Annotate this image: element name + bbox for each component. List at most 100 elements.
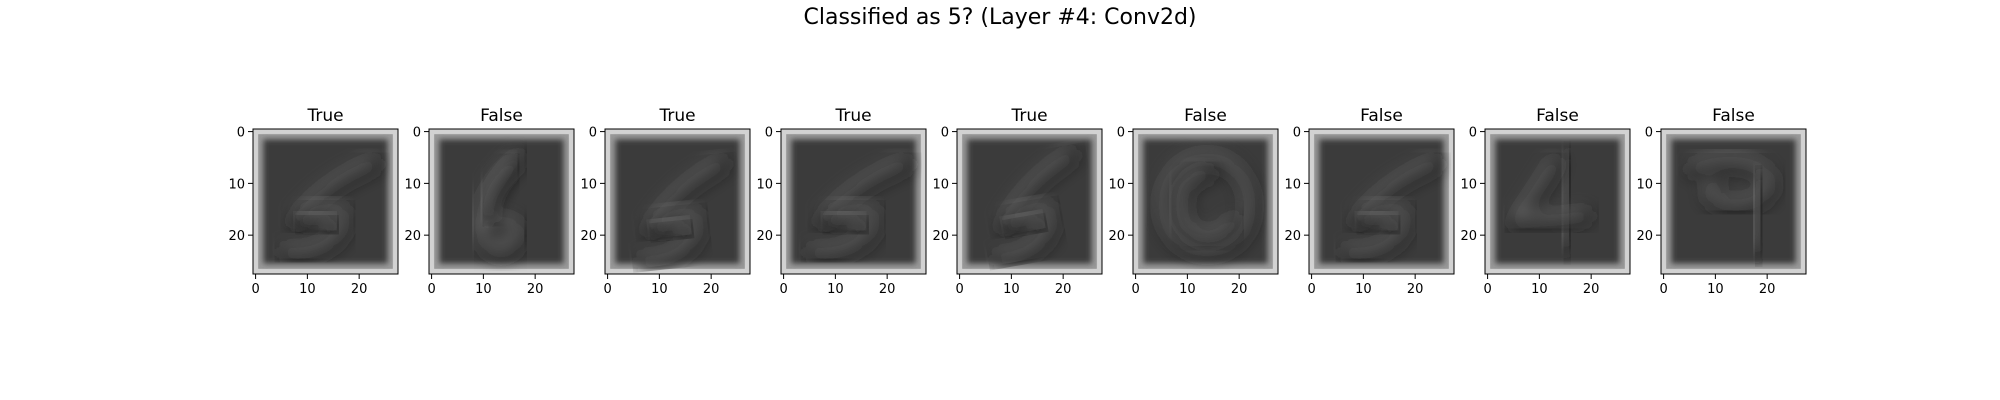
y-tick-label: 10 [228, 177, 245, 192]
feature-map-image [1661, 129, 1806, 274]
y-tick-label: 0 [413, 126, 421, 141]
stroke-highlight [650, 216, 689, 235]
feature-map-image [253, 129, 398, 274]
axes-frame [1484, 128, 1631, 275]
feature-map-image [957, 129, 1102, 274]
y-tick-label: 0 [1117, 126, 1125, 141]
panel-5: True 0 10 20 0 10 20 [932, 106, 1103, 297]
x-tick-label: 10 [1355, 282, 1372, 297]
x-tick-label: 20 [1583, 282, 1600, 297]
y-tick-label: 10 [404, 177, 421, 192]
axes-frame [780, 128, 927, 275]
y-tick-label: 10 [580, 177, 597, 192]
stroke-highlight [1352, 156, 1437, 221]
panels-group: True 0 10 20 0 10 20 False 0 10 20 0 10 20 True 0 10 20 0 1… [228, 106, 1807, 297]
stroke-highlight [1003, 211, 1043, 230]
stroke-highlight [807, 201, 875, 253]
feature-map-image [1133, 129, 1278, 274]
x-tick-label: 0 [955, 282, 963, 297]
stroke-highlight [1342, 201, 1407, 253]
stroke-shadow [636, 206, 705, 269]
x-tick-label: 20 [527, 282, 544, 297]
feature-map-body [1495, 139, 1620, 264]
stroke-highlight [1751, 172, 1763, 252]
axes-frame [956, 128, 1103, 275]
y-tick-label: 20 [1460, 229, 1477, 244]
y-tick-label: 20 [1284, 229, 1301, 244]
stroke-shadow [279, 202, 351, 261]
y-tick-label: 10 [1460, 177, 1477, 192]
x-tick-label: 20 [351, 282, 368, 297]
stroke-highlight [1159, 151, 1251, 250]
x-tick-label: 0 [603, 282, 611, 297]
feature-map-strokes [475, 151, 526, 259]
panel-4: True 0 10 20 0 10 20 [756, 106, 927, 297]
y-tick-label: 20 [404, 229, 421, 244]
stroke-highlight [638, 206, 699, 261]
stroke-highlight [1559, 151, 1571, 247]
stroke-shadow [806, 202, 881, 261]
panel-8: False 0 10 20 0 10 20 [1460, 106, 1631, 297]
panel-title: False [1712, 106, 1755, 126]
x-tick-label: 20 [879, 282, 896, 297]
panel-title: True [1010, 106, 1047, 126]
y-tick-label: 10 [1108, 177, 1125, 192]
x-tick-label: 20 [1231, 282, 1248, 297]
feature-map-strokes [1157, 151, 1257, 258]
stroke-highlight [823, 210, 864, 231]
y-tick-label: 0 [941, 126, 949, 141]
feature-map-strokes [279, 156, 381, 261]
y-tick-label: 0 [765, 126, 773, 141]
x-tick-label: 10 [827, 282, 844, 297]
stroke-highlight [645, 157, 723, 229]
feature-map-image [429, 129, 574, 274]
feature-map-body [439, 139, 564, 264]
x-tick-label: 20 [1759, 282, 1776, 297]
axes-frame [604, 128, 751, 275]
x-tick-label: 20 [703, 282, 720, 297]
panel-7: False 0 10 20 0 10 20 [1284, 106, 1455, 297]
x-tick-label: 0 [427, 282, 435, 297]
stroke-highlight [818, 156, 907, 221]
panel-title: False [1536, 106, 1579, 126]
panel-2: False 0 10 20 0 10 20 [404, 106, 575, 297]
stroke-highlight [1511, 156, 1587, 221]
panel-title: False [1360, 106, 1403, 126]
y-tick-label: 10 [1284, 177, 1301, 192]
y-tick-label: 20 [580, 229, 597, 244]
y-tick-label: 10 [756, 177, 773, 192]
y-tick-label: 0 [237, 126, 245, 141]
feature-map-image [605, 129, 750, 274]
axes-frame [1308, 128, 1455, 275]
x-tick-label: 20 [1055, 282, 1072, 297]
feature-map-strokes [636, 157, 729, 269]
panel-title: True [306, 106, 343, 126]
stroke-highlight [1176, 167, 1235, 237]
x-tick-label: 10 [1179, 282, 1196, 297]
x-tick-label: 10 [651, 282, 668, 297]
x-tick-label: 10 [299, 282, 316, 297]
feature-map-image [1309, 129, 1454, 274]
feature-map-strokes [806, 156, 913, 261]
axes-frame [428, 128, 575, 275]
y-tick-label: 10 [932, 177, 949, 192]
stroke-highlight [296, 210, 334, 231]
panel-title: False [480, 106, 523, 126]
y-tick-label: 0 [1645, 126, 1653, 141]
stroke-highlight [1357, 210, 1395, 231]
panel-6: False 0 10 20 0 10 20 [1108, 106, 1279, 297]
feature-map-strokes [1507, 151, 1593, 254]
figure-suptitle: Classified as 5? (Layer #4: Conv2d) [803, 5, 1196, 30]
feature-map-image [781, 129, 926, 274]
x-tick-label: 0 [779, 282, 787, 297]
y-tick-label: 10 [1636, 177, 1653, 192]
x-tick-label: 0 [251, 282, 259, 297]
x-tick-label: 0 [1307, 282, 1315, 297]
stroke-shadow [992, 201, 1058, 266]
feature-map-image [1485, 129, 1630, 274]
stroke-highlight [291, 156, 376, 221]
y-tick-label: 20 [228, 229, 245, 244]
axes-frame [1132, 128, 1279, 275]
stroke-highlight [280, 201, 345, 253]
x-tick-label: 10 [1707, 282, 1724, 297]
